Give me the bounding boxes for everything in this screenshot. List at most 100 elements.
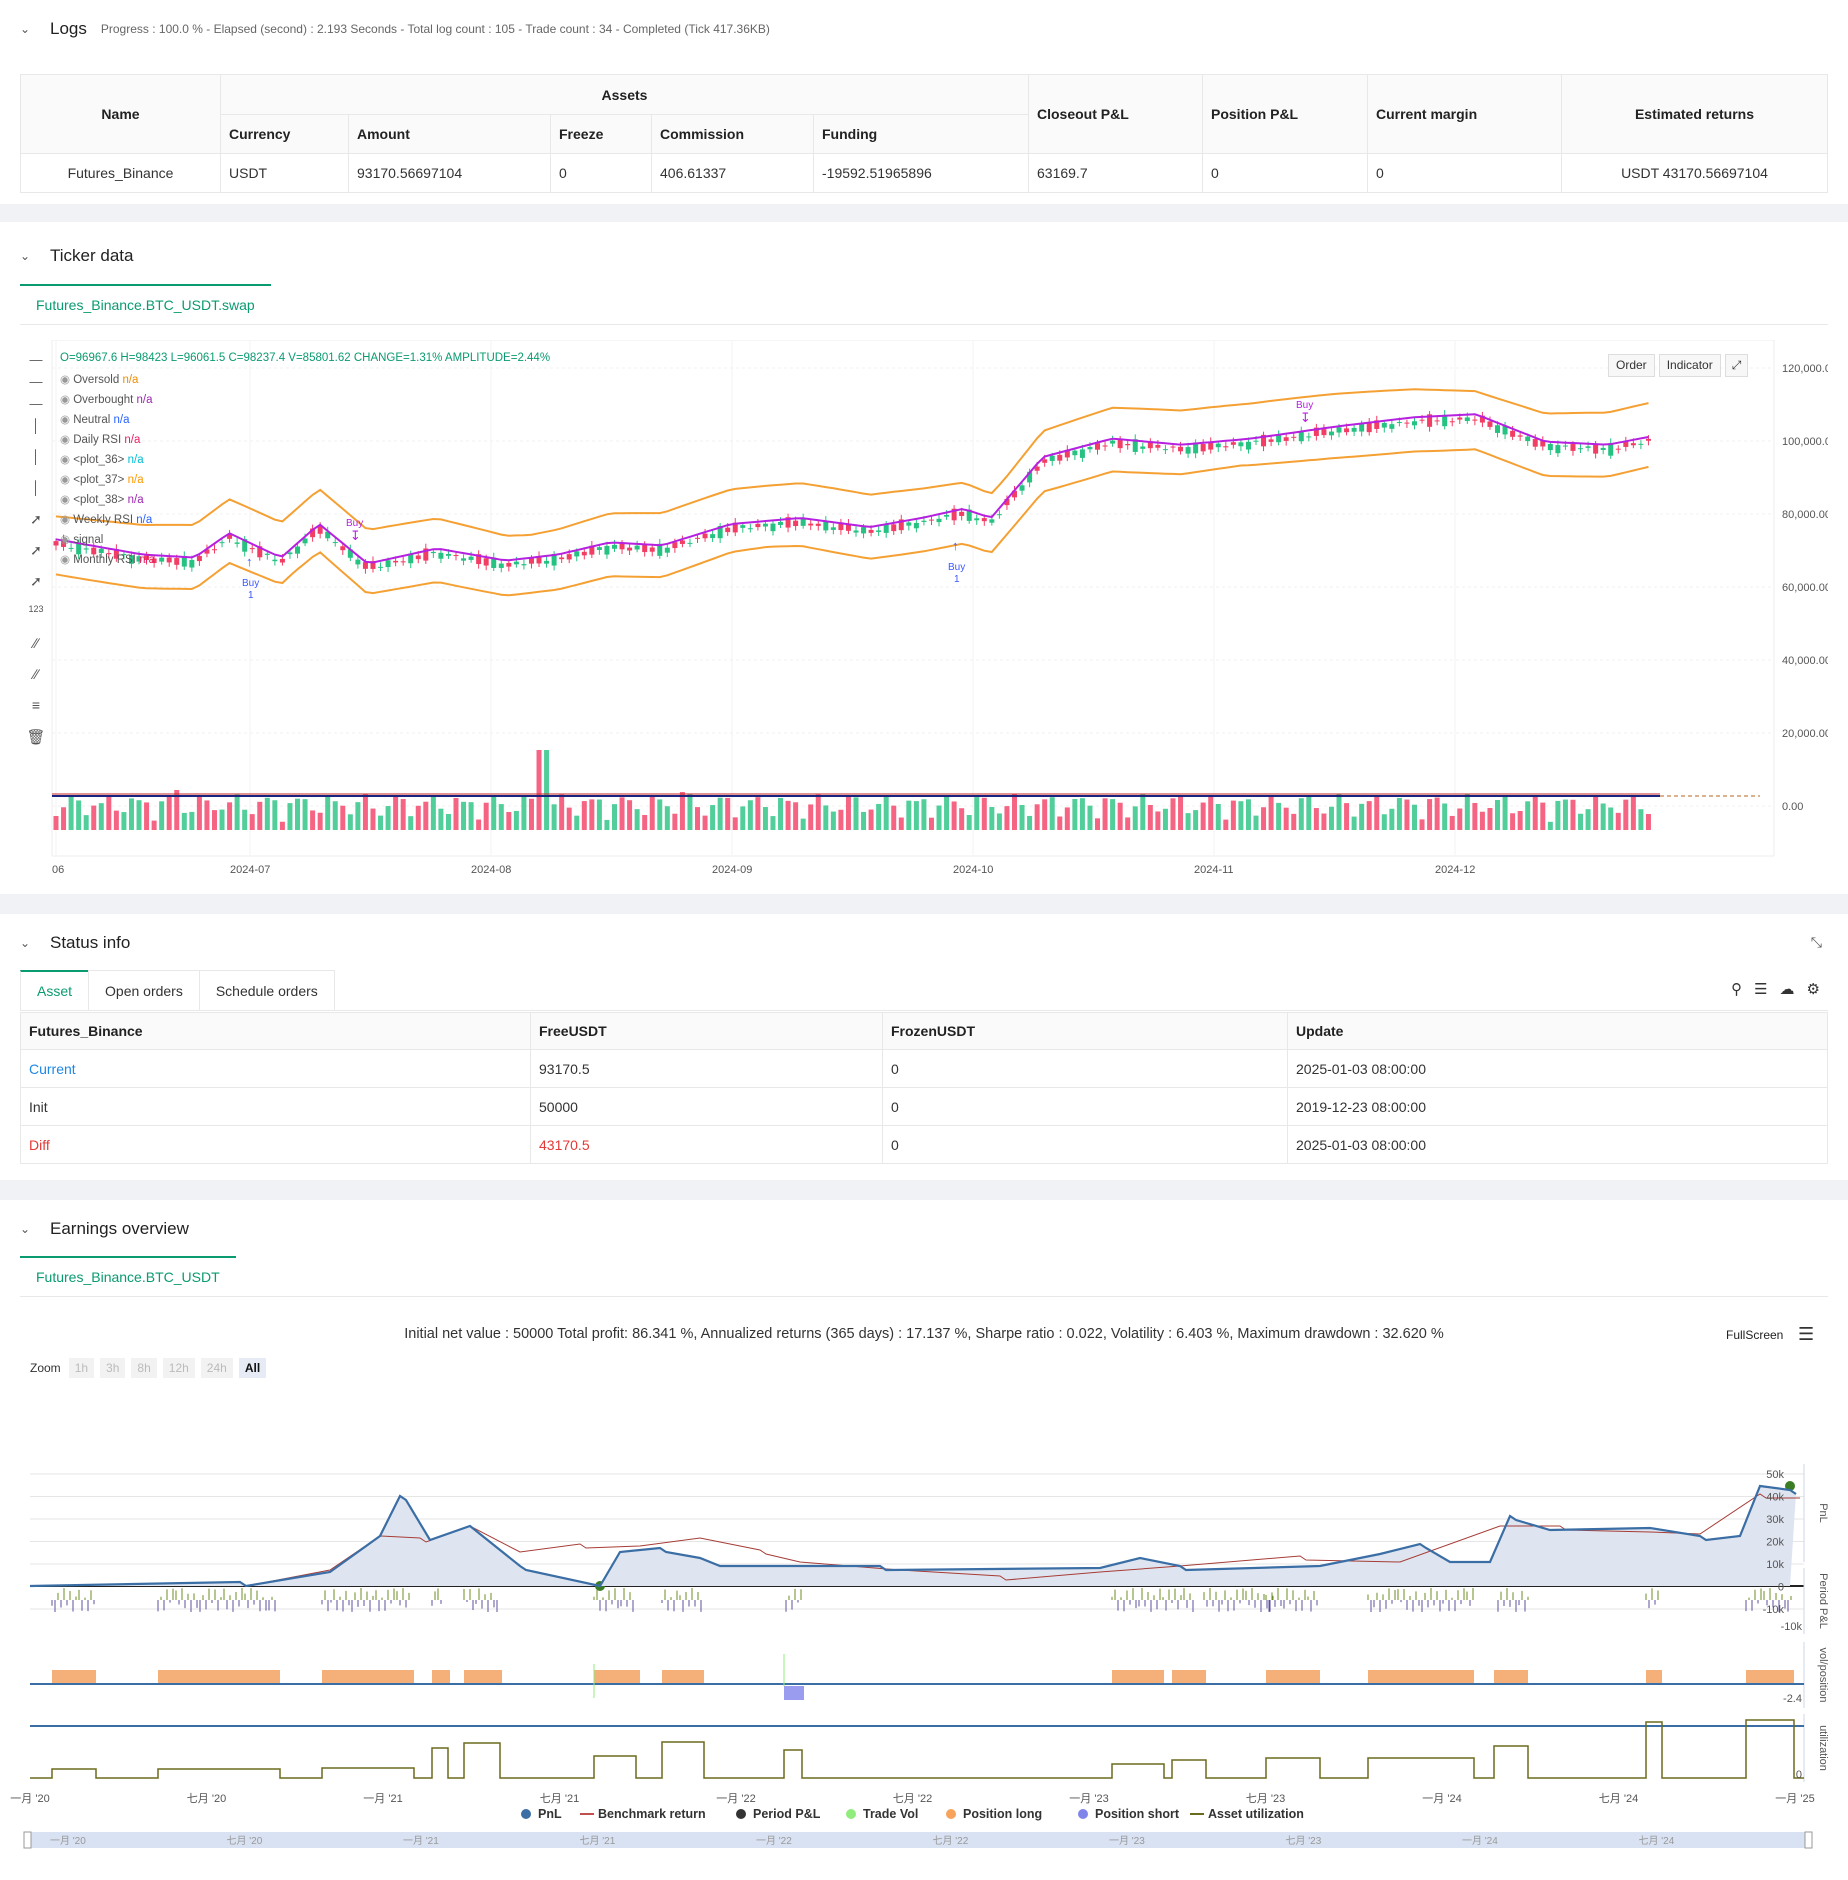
- zoom-1h[interactable]: 1h: [68, 1358, 95, 1378]
- navigator-handle-left[interactable]: [23, 1831, 32, 1849]
- gear-icon[interactable]: ⚙: [1806, 981, 1820, 998]
- earnings-header[interactable]: ⌄ Earnings overview: [20, 1214, 189, 1244]
- navigator-handle-right[interactable]: [1804, 1831, 1813, 1849]
- extended-line-icon[interactable]: ➚: [30, 573, 42, 589]
- eye-icon[interactable]: ◉: [60, 434, 74, 446]
- tab-open-orders[interactable]: Open orders: [88, 970, 200, 1010]
- status-header[interactable]: ⌄ Status info: [20, 928, 130, 958]
- candle-body: [61, 539, 67, 547]
- candle-body: [234, 542, 240, 544]
- vertical-line-icon[interactable]: │: [31, 418, 41, 433]
- crosshair-icon[interactable]: —: [29, 352, 43, 367]
- price-label-icon[interactable]: 123: [28, 604, 44, 614]
- tab-earnings-symbol[interactable]: Futures_Binance.BTC_USDT: [20, 1256, 236, 1296]
- legend-item[interactable]: PnL: [538, 1807, 562, 1821]
- cross-line-icon[interactable]: │: [31, 480, 41, 495]
- candle-body: [128, 555, 134, 564]
- legend-item[interactable]: Position short: [1095, 1807, 1180, 1821]
- candlestick-chart[interactable]: 120,000.00100,000.0080,000.0060,000.0040…: [20, 340, 1828, 890]
- tab-ticker-symbol[interactable]: Futures_Binance.BTC_USDT.swap: [20, 284, 271, 324]
- zoom-12h[interactable]: 12h: [162, 1358, 195, 1378]
- ray-tool-icon[interactable]: —: [29, 396, 43, 411]
- collapse-icon[interactable]: ⤡: [1810, 934, 1822, 950]
- legend-item[interactable]: ◉ signal: [60, 530, 155, 550]
- eye-icon[interactable]: ◉: [60, 514, 74, 526]
- legend-item[interactable]: ◉ <plot_38> n/a: [60, 490, 155, 510]
- volume-bar: [710, 805, 716, 830]
- candle-body: [891, 524, 897, 532]
- zoom-all[interactable]: All: [238, 1358, 267, 1378]
- table-row: Diff 43170.5 0 2025-01-03 08:00:00: [20, 1125, 1828, 1164]
- eye-icon[interactable]: ◉: [60, 394, 74, 406]
- eye-icon[interactable]: ◉: [60, 554, 74, 566]
- chevron-down-icon[interactable]: ⌄: [20, 249, 31, 263]
- eye-icon[interactable]: ◉: [60, 534, 74, 546]
- line-tool-icon[interactable]: —: [29, 374, 43, 389]
- chevron-down-icon[interactable]: ⌄: [20, 1222, 31, 1236]
- cloud-download-icon[interactable]: ☁: [1779, 981, 1795, 998]
- legend-item[interactable]: ◉ Weekly RSI n/a: [60, 510, 155, 530]
- volume-bar: [279, 821, 285, 830]
- fullscreen-button[interactable]: FullScreen: [1726, 1328, 1783, 1342]
- chevron-down-icon[interactable]: ⌄: [20, 22, 31, 36]
- chevron-down-icon[interactable]: ⌄: [20, 936, 31, 950]
- volume-bar: [793, 802, 799, 830]
- status-title: Status info: [50, 933, 131, 952]
- legend-item[interactable]: ◉ Monthly RSI n/a: [60, 550, 155, 570]
- indicator-button[interactable]: Indicator: [1658, 354, 1721, 377]
- trash-icon[interactable]: 🗑: [26, 729, 46, 746]
- legend-item[interactable]: Benchmark return: [598, 1807, 706, 1821]
- fib-channel-icon[interactable]: ∕∕: [33, 666, 39, 682]
- legend-item[interactable]: Period P&L: [753, 1807, 821, 1821]
- arrow-icon: ↧: [350, 528, 361, 543]
- arrow-icon[interactable]: ➚: [30, 542, 42, 558]
- ticker-title: Ticker data: [50, 246, 134, 265]
- legend-item[interactable]: ◉ <plot_36> n/a: [60, 450, 155, 470]
- legend-item[interactable]: Trade Vol: [863, 1807, 918, 1821]
- expand-icon[interactable]: ⤢: [1724, 354, 1749, 377]
- col-frozen: FrozenUSDT: [882, 1012, 1288, 1050]
- legend-item[interactable]: ◉ <plot_37> n/a: [60, 470, 155, 490]
- search-icon[interactable]: ⚲: [1731, 981, 1743, 998]
- volume-bar: [627, 800, 633, 830]
- list-icon[interactable]: ☰: [1754, 981, 1768, 998]
- candle-body: [725, 527, 731, 533]
- legend-value: n/a: [124, 494, 144, 506]
- legend-name: signal: [73, 534, 104, 546]
- zoom-8h[interactable]: 8h: [131, 1358, 157, 1378]
- legend-item[interactable]: ◉ Daily RSI n/a: [60, 430, 155, 450]
- candle-body: [1623, 440, 1629, 447]
- legend-item[interactable]: ◉ Neutral n/a: [60, 410, 155, 430]
- cell-label[interactable]: Current: [20, 1049, 531, 1088]
- volume-bar: [362, 794, 368, 830]
- legend-item[interactable]: Asset utilization: [1208, 1807, 1304, 1821]
- assets-table: Name Assets Closeout P&L Position P&L Cu…: [20, 74, 1828, 193]
- menu-icon[interactable]: ☰: [1798, 1324, 1815, 1344]
- navigator-window[interactable]: [28, 1832, 1808, 1848]
- candle-body: [604, 545, 610, 555]
- eye-icon[interactable]: ◉: [60, 494, 74, 506]
- legend-value: n/a: [119, 374, 139, 386]
- eye-icon[interactable]: ◉: [60, 374, 74, 386]
- eye-icon[interactable]: ◉: [60, 454, 74, 466]
- volume-bar: [596, 799, 602, 830]
- legend-item[interactable]: ◉ Oversold n/a: [60, 370, 155, 390]
- vertical-ray-icon[interactable]: │: [31, 449, 41, 464]
- parallel-channel-icon[interactable]: ∕∕: [33, 635, 39, 651]
- earnings-chart[interactable]: 50k 40k 30k 20k 10k 0 -10k PnL Period P&L vol/pos…: [0, 1386, 1848, 1880]
- zoom-3h[interactable]: 3h: [100, 1358, 126, 1378]
- order-button[interactable]: Order: [1608, 354, 1655, 377]
- legend-item[interactable]: ◉ Overbought n/a: [60, 390, 155, 410]
- fib-retracement-icon[interactable]: ≡: [31, 697, 41, 713]
- trend-line-icon[interactable]: ➚: [30, 511, 42, 527]
- logs-header[interactable]: ⌄ Logs Progress : 100.0 % - Elapsed (sec…: [20, 14, 770, 44]
- eye-icon[interactable]: ◉: [60, 474, 74, 486]
- tab-schedule-orders[interactable]: Schedule orders: [198, 970, 335, 1010]
- eye-icon[interactable]: ◉: [60, 414, 74, 426]
- tab-asset[interactable]: Asset: [20, 970, 90, 1010]
- legend-item[interactable]: Position long: [963, 1807, 1042, 1821]
- x-tick-label: 七月 '23: [1246, 1792, 1285, 1805]
- candle-body: [98, 548, 104, 554]
- zoom-24h[interactable]: 24h: [200, 1358, 233, 1378]
- ticker-header[interactable]: ⌄ Ticker data: [20, 241, 133, 271]
